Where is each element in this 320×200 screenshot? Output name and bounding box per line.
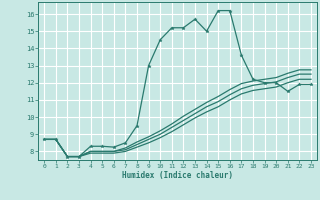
X-axis label: Humidex (Indice chaleur): Humidex (Indice chaleur): [122, 171, 233, 180]
